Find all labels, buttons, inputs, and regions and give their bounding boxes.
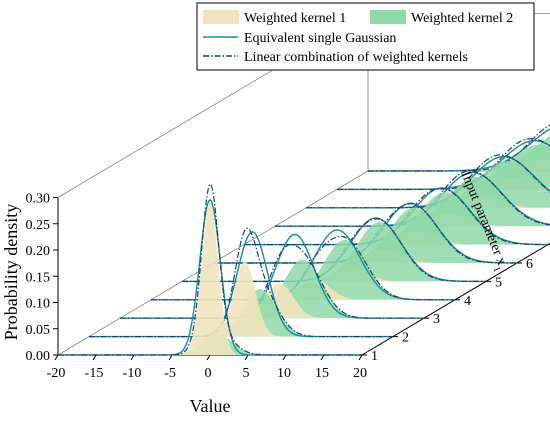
combination-line-x1-10: [337, 138, 550, 190]
x-tick-label: -15: [85, 366, 104, 381]
legend-label-gaussian: Equivalent single Gaussian: [244, 31, 396, 46]
z-tick-label: 1: [371, 349, 378, 364]
x-tick-mark: [282, 354, 287, 361]
kernel2-fill-x1-5: [182, 222, 486, 282]
legend: Weighted kernel 1 Weighted kernel 2 Equiva…: [196, 2, 535, 71]
y-tick-label: 0.25: [26, 218, 51, 233]
kernel1-fill-x1-1: [58, 202, 362, 355]
z-tick-label: 4: [464, 294, 471, 309]
combination-line-x1-11: [368, 124, 550, 172]
x-tick-label: 0: [205, 366, 212, 381]
y-tick-label: 0.20: [26, 244, 51, 259]
legend-swatch-kernel2: [370, 10, 406, 24]
kernel2-fill-x1-9: [306, 160, 550, 208]
combination-line-x1-3: [120, 243, 424, 319]
combination-line-x1-2: [89, 227, 393, 338]
kernel2-fill-x1-6: [213, 207, 517, 263]
x-tick-label: 20: [353, 366, 367, 381]
x-tick-label: 15: [315, 366, 329, 381]
z-axis-title-subscript: 1: [491, 265, 503, 274]
x-tick-label: -10: [123, 366, 142, 381]
kernel2-fill-x1-7: [244, 192, 548, 245]
z-tick-label: 5: [495, 275, 502, 290]
x-tick-label: -20: [47, 366, 66, 381]
y-tick-label: 0.05: [26, 323, 51, 338]
x-tick-mark: [320, 354, 325, 361]
x-tick-mark: [358, 354, 363, 361]
legend-swatch-kernel1: [203, 10, 239, 24]
kernel1-fill-x1-2: [89, 261, 393, 337]
legend-label-combination: Linear combination of weighted kernels: [244, 50, 468, 65]
legend-box: [196, 2, 535, 71]
y-axis-title: Probability density: [1, 204, 21, 341]
combination-line-x1-8: [275, 170, 550, 227]
x-axis-title: Value: [190, 396, 231, 416]
y-tick-label: 0.30: [26, 192, 51, 207]
series-x1-2: [89, 227, 393, 338]
combination-line-x1-7: [244, 187, 548, 246]
z-tick-label: 3: [433, 312, 440, 327]
legend-label-kernel2: Weighted kernel 2: [411, 11, 513, 26]
x-tick-mark: [54, 354, 59, 361]
z-tick-label: 6: [526, 257, 533, 272]
series-x1-9: [306, 154, 550, 209]
legend-label-kernel1: Weighted kernel 1: [244, 11, 346, 26]
x-tick-mark: [130, 354, 135, 361]
combination-line-x1-9: [306, 154, 550, 209]
series-x1-1: [58, 183, 362, 356]
z-tick-label: 2: [402, 331, 409, 346]
y-tick-label: 0.15: [26, 270, 51, 285]
x-tick-label: 10: [277, 366, 291, 381]
kernel2-fill-x1-8: [275, 176, 550, 227]
x-tick-mark: [244, 354, 249, 361]
y-tick-label: 0.00: [26, 349, 51, 364]
kernel2-fill-x1-4: [151, 239, 455, 300]
x-tick-label: 5: [243, 366, 250, 381]
combination-line-x1-1: [58, 183, 362, 356]
x-tick-mark: [206, 354, 211, 361]
x-tick-label: -5: [164, 366, 176, 381]
combination-line-x1-6: [213, 203, 517, 264]
density-curves: [58, 124, 550, 356]
x-tick-mark: [168, 354, 173, 361]
y-tick-label: 0.10: [26, 297, 51, 312]
x-tick-mark: [92, 354, 97, 361]
